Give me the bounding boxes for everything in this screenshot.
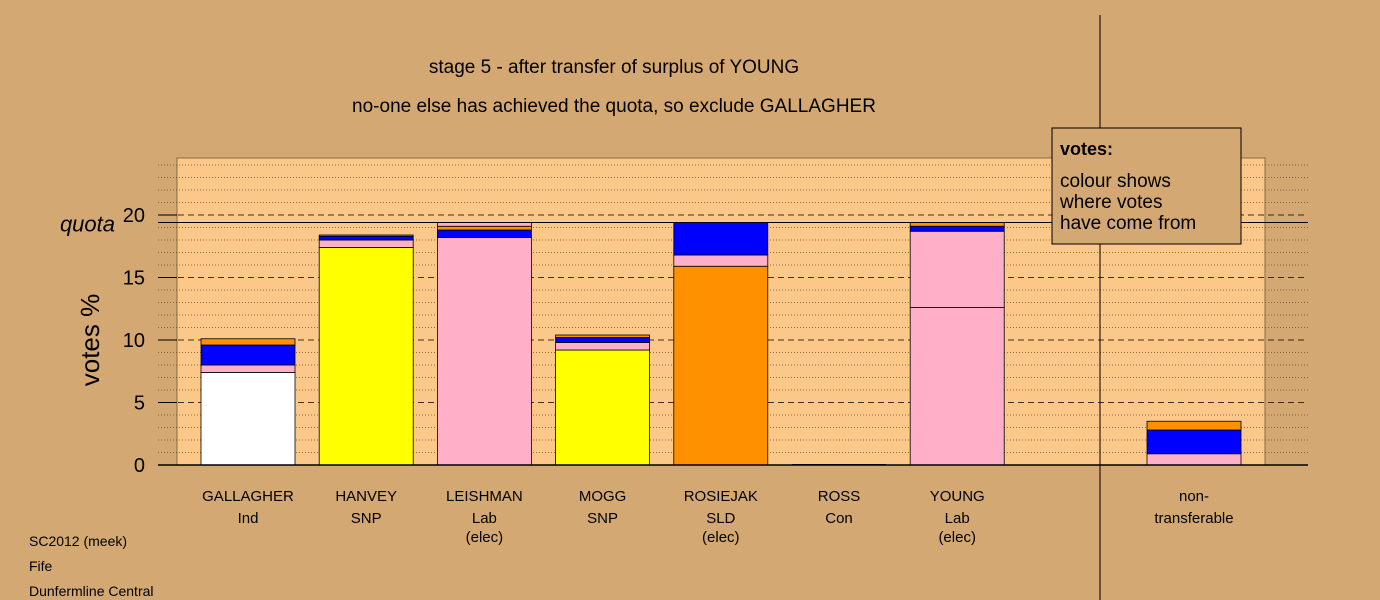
candidate-elected: (elec)	[938, 529, 976, 546]
candidate-party: Lab	[472, 510, 497, 527]
bar-segment	[673, 254, 769, 267]
bar-segment	[555, 334, 650, 338]
bar-segment	[673, 222, 769, 256]
bar-segment	[200, 338, 296, 346]
chart-subtitle: no-one else has achieved the quota, so e…	[352, 96, 876, 117]
x-axis-labels: GALLAGHER Ind HANVEY SNP LEISHMAN Lab (elec) MO…	[202, 488, 1233, 546]
bar-segment	[555, 342, 650, 351]
candidate-name: GALLAGHER	[202, 488, 294, 505]
bar-segment	[673, 265, 769, 466]
bar-segment	[909, 225, 1005, 232]
candidate-name: ROSIEJAK	[684, 488, 758, 505]
bar-leishman	[436, 222, 532, 466]
bar-segment	[436, 225, 532, 231]
legend: votes: colour shows where votes have com…	[1051, 127, 1242, 245]
legend-title: votes:	[1060, 139, 1113, 159]
nontransferable-label: transferable	[1154, 510, 1233, 527]
footer-ward: Dunfermline Central	[29, 583, 154, 599]
candidate-name: LEISHMAN	[446, 488, 523, 505]
candidate-name: ROSS	[818, 488, 861, 505]
candidate-party: Ind	[238, 510, 259, 527]
y-axis-label: votes %	[75, 294, 105, 387]
y-tick-label: 5	[134, 393, 145, 415]
candidate-party: SNP	[351, 510, 382, 527]
bar-young	[909, 222, 1005, 466]
legend-box	[1051, 127, 1242, 245]
footer-election: SC2012 (meek)	[29, 533, 127, 549]
bar-segment	[200, 344, 296, 366]
bar-segment	[1146, 429, 1242, 455]
quota-label: quota	[60, 212, 115, 237]
bar-rosiejak	[673, 222, 769, 466]
bar-segment	[318, 247, 414, 466]
legend-line-1: colour shows	[1060, 171, 1171, 192]
candidate-name: MOGG	[579, 488, 627, 505]
legend-line-2: where votes	[1059, 192, 1162, 213]
candidate-elected: (elec)	[702, 529, 740, 546]
bar-segment	[1146, 453, 1242, 466]
bar-segment	[318, 235, 414, 241]
bar-segment	[909, 222, 1005, 227]
footer-council: Fife	[29, 558, 53, 574]
candidate-party: Lab	[945, 510, 970, 527]
bar-segment	[200, 364, 296, 373]
bar-hanvey	[318, 234, 414, 466]
bar-segment	[555, 337, 650, 343]
bars	[200, 222, 1242, 466]
y-tick-label: 0	[134, 455, 145, 477]
bar-nontransferable	[1146, 420, 1242, 466]
candidate-party: SNP	[587, 510, 618, 527]
bar-segment	[909, 230, 1005, 308]
y-tick-label: 20	[123, 205, 145, 227]
y-axis: 0 5 10 15 20	[123, 205, 177, 477]
bar-segment	[436, 222, 532, 227]
bar-segment	[318, 234, 414, 237]
candidate-elected: (elec)	[466, 529, 504, 546]
bar-segment	[436, 237, 532, 466]
bar-segment	[200, 372, 296, 466]
bar-gallagher	[200, 338, 296, 466]
y-tick-label: 10	[123, 330, 145, 352]
y-tick-label: 15	[123, 268, 145, 290]
bar-segment	[318, 239, 414, 248]
bar-segment	[1146, 420, 1242, 431]
chart-title: stage 5 - after transfer of surplus of Y…	[429, 57, 799, 78]
bar-segment	[909, 307, 1005, 466]
candidate-name: HANVEY	[335, 488, 397, 505]
candidate-party: SLD	[706, 510, 735, 527]
legend-line-3: have come from	[1060, 213, 1196, 234]
bar-segment	[555, 349, 650, 466]
bar-mogg	[555, 334, 650, 466]
candidate-party: Con	[825, 510, 853, 527]
bar-segment	[436, 229, 532, 238]
candidate-name: YOUNG	[930, 488, 985, 505]
nontransferable-label: non-	[1179, 488, 1209, 505]
